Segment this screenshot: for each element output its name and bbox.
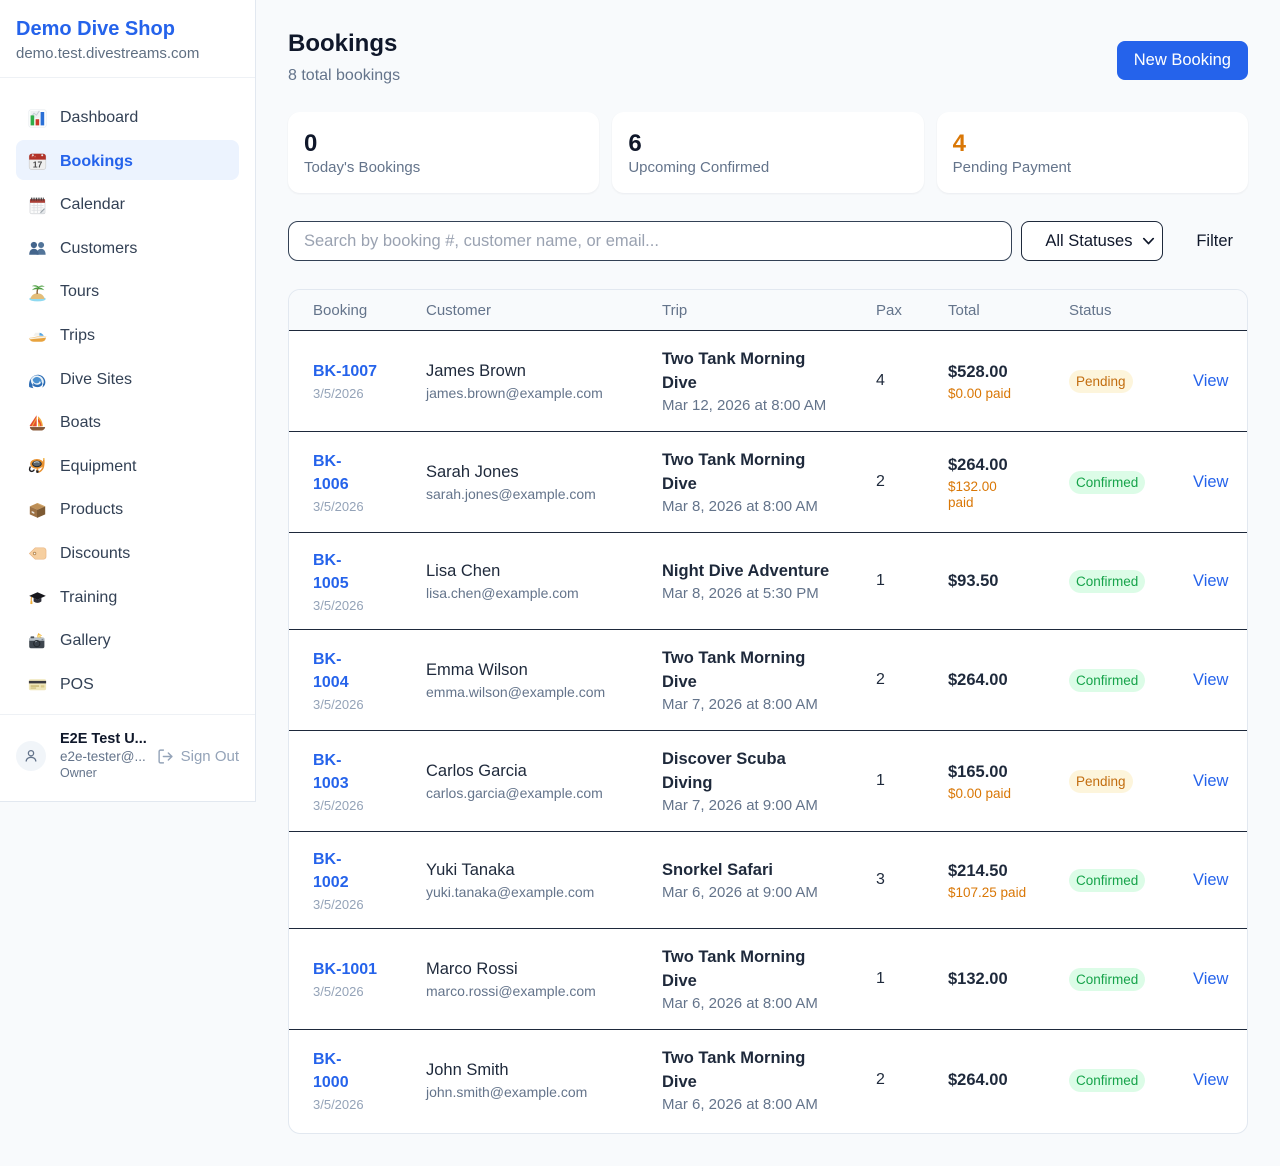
svg-text:17: 17 bbox=[33, 160, 43, 170]
